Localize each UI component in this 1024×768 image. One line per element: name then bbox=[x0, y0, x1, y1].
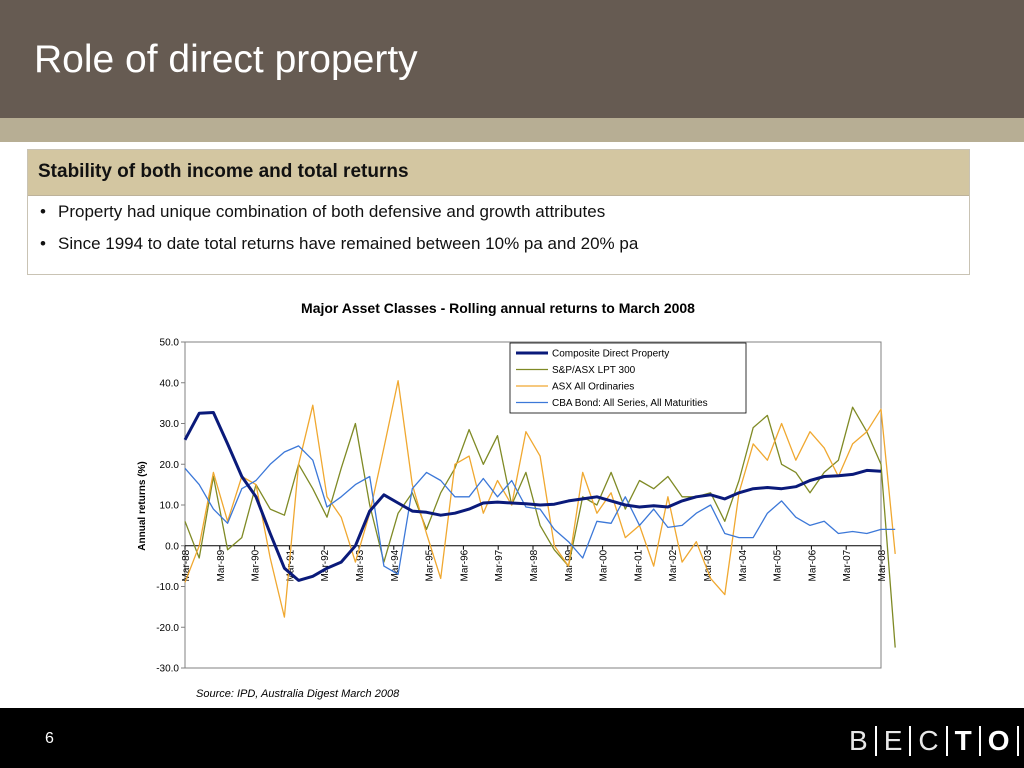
bullet-dot-icon: • bbox=[40, 234, 46, 253]
series-line bbox=[184, 445, 896, 575]
legend-label: Composite Direct Property bbox=[552, 349, 669, 360]
chart-source: Source: IPD, Australia Digest March 2008 bbox=[196, 688, 400, 700]
header-bar: Role of direct property bbox=[0, 0, 1024, 118]
y-tick-label: 40.0 bbox=[160, 378, 180, 389]
y-tick-label: 20.0 bbox=[160, 460, 180, 471]
logo-letter: O bbox=[987, 725, 1010, 756]
logo-letter: E bbox=[883, 725, 903, 756]
x-tick-label: Mar-93 bbox=[355, 549, 366, 581]
y-tick-label: -20.0 bbox=[156, 623, 179, 634]
x-tick-label: Mar-07 bbox=[842, 549, 853, 581]
bullet-text: Since 1994 to date total returns have re… bbox=[58, 234, 639, 253]
x-tick-label: Mar-95 bbox=[425, 549, 436, 581]
y-axis-ticks: 50.0 40.0 30.0 20.0 10.0 0.0 -10.0 -20.0 -30.0 bbox=[156, 338, 185, 675]
bullet-text: Property had unique combination of both … bbox=[58, 202, 606, 221]
x-tick-label: Mar-05 bbox=[773, 549, 784, 581]
logo-separator bbox=[909, 726, 912, 756]
page-number: 6 bbox=[45, 730, 54, 747]
x-tick-label: Mar-89 bbox=[216, 549, 227, 581]
returns-line-chart: Major Asset Classes - Rolling annual ret… bbox=[137, 300, 896, 700]
header-accent-band bbox=[0, 118, 1024, 142]
legend-label: S&P/ASX LPT 300 bbox=[552, 365, 636, 376]
series-line bbox=[183, 411, 882, 582]
series-line bbox=[184, 380, 896, 618]
x-tick-label: Mar-06 bbox=[807, 549, 818, 581]
footer-bar: 6 B E C T O N bbox=[0, 708, 1024, 768]
x-tick-label: Mar-03 bbox=[703, 549, 714, 581]
y-tick-label: 10.0 bbox=[160, 501, 180, 512]
logo-separator bbox=[874, 726, 877, 756]
legend-label: CBA Bond: All Series, All Maturities bbox=[552, 398, 708, 409]
y-tick-label: 0.0 bbox=[165, 541, 179, 552]
x-tick-label: Mar-04 bbox=[738, 549, 749, 581]
x-tick-label: Mar-88 bbox=[181, 549, 192, 581]
series-lines bbox=[183, 380, 896, 648]
x-tick-label: Mar-98 bbox=[529, 549, 540, 581]
bullet-item: • Since 1994 to date total returns have r… bbox=[28, 228, 969, 260]
x-axis-ticks: Mar-88 Mar-89 Mar-90 Mar-91 Mar-92 Mar-93 Mar-… bbox=[181, 545, 888, 581]
x-tick-label: Mar-96 bbox=[459, 549, 470, 581]
x-tick-label: Mar-00 bbox=[599, 549, 610, 581]
x-tick-label: Mar-08 bbox=[877, 549, 888, 581]
logo-separator bbox=[1016, 726, 1019, 756]
logo-letter: C bbox=[918, 725, 939, 756]
x-tick-label: Mar-01 bbox=[633, 549, 644, 581]
bullet-dot-icon: • bbox=[40, 202, 46, 221]
slide-title: Role of direct property bbox=[34, 38, 418, 81]
chart-legend: Composite Direct Property S&P/ASX LPT 300… bbox=[509, 342, 747, 414]
summary-box-heading: Stability of both income and total retur… bbox=[28, 150, 969, 196]
y-axis-label: Annual returns (%) bbox=[137, 461, 148, 550]
summary-bullet-list: • Property had unique combination of both… bbox=[28, 196, 969, 260]
y-tick-label: -30.0 bbox=[156, 664, 179, 675]
y-tick-label: 30.0 bbox=[160, 419, 180, 430]
logo-letter: B bbox=[849, 725, 868, 756]
x-tick-label: Mar-92 bbox=[320, 549, 331, 581]
x-tick-label: Mar-94 bbox=[390, 549, 401, 581]
logo-separator bbox=[978, 726, 981, 756]
becton-logo: B E C T O N bbox=[845, 725, 1024, 756]
x-tick-label: Mar-91 bbox=[285, 549, 296, 581]
chart-title: Major Asset Classes - Rolling annual ret… bbox=[301, 300, 695, 316]
x-tick-label: Mar-90 bbox=[251, 549, 262, 581]
y-tick-label: -10.0 bbox=[156, 582, 179, 593]
legend-label: ASX All Ordinaries bbox=[552, 382, 634, 393]
bullet-item: • Property had unique combination of both… bbox=[28, 196, 969, 228]
x-tick-label: Mar-02 bbox=[668, 549, 679, 581]
summary-box: Stability of both income and total retur… bbox=[27, 149, 970, 275]
legend-box bbox=[509, 342, 747, 414]
y-tick-label: 50.0 bbox=[160, 338, 180, 349]
series-line bbox=[184, 406, 896, 648]
x-tick-label: Mar-97 bbox=[494, 549, 505, 581]
logo-separator bbox=[945, 726, 948, 756]
logo-letter: T bbox=[954, 725, 972, 756]
